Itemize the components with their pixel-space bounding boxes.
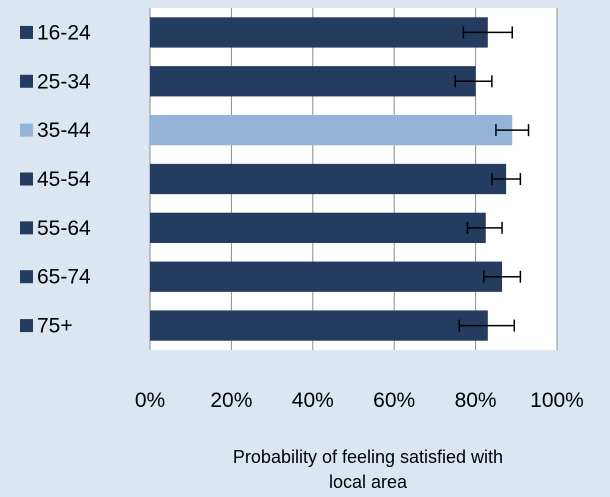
category-label: 65-74 [37, 266, 91, 289]
x-tick-label: 60% [373, 389, 415, 412]
legend-marker-55-64 [20, 221, 33, 235]
category-labels: 16-24 25-34 35-44 45-54 55-64 65-74 75+ [20, 21, 91, 338]
bar-35-44 [150, 114, 513, 146]
category-label: 55-64 [37, 217, 91, 240]
x-axis-label-line-2: local area [329, 472, 408, 492]
legend-marker-35-44 [20, 123, 33, 137]
x-tick-label: 100% [530, 389, 584, 412]
x-tick-labels: 0% 20% 40% 60% 80% 100% [135, 389, 584, 412]
category-label: 75+ [37, 315, 73, 338]
x-tick-label: 40% [292, 389, 334, 412]
legend-marker-65-74 [20, 270, 33, 284]
bar-45-54 [150, 163, 507, 195]
bar-65-74 [150, 261, 503, 292]
category-label: 25-34 [37, 70, 91, 93]
legend-marker-75+ [20, 319, 33, 333]
category-label: 16-24 [37, 21, 91, 44]
bar-16-24 [150, 17, 488, 48]
category-label: 45-54 [37, 168, 91, 191]
category-label: 35-44 [37, 119, 91, 142]
legend-marker-25-34 [20, 74, 33, 88]
bars [150, 17, 513, 341]
legend-marker-16-24 [20, 25, 33, 39]
bar-75+ [150, 310, 488, 341]
x-tick-label: 0% [135, 389, 165, 412]
bar-55-64 [150, 212, 486, 244]
bar-25-34 [150, 66, 476, 97]
error-bars [454, 26, 530, 332]
x-axis-label-line-1: Probability of feeling satisfied with [233, 447, 503, 467]
legend-marker-45-54 [20, 172, 33, 186]
x-tick-label: 20% [210, 389, 252, 412]
x-tick-label: 80% [455, 389, 497, 412]
